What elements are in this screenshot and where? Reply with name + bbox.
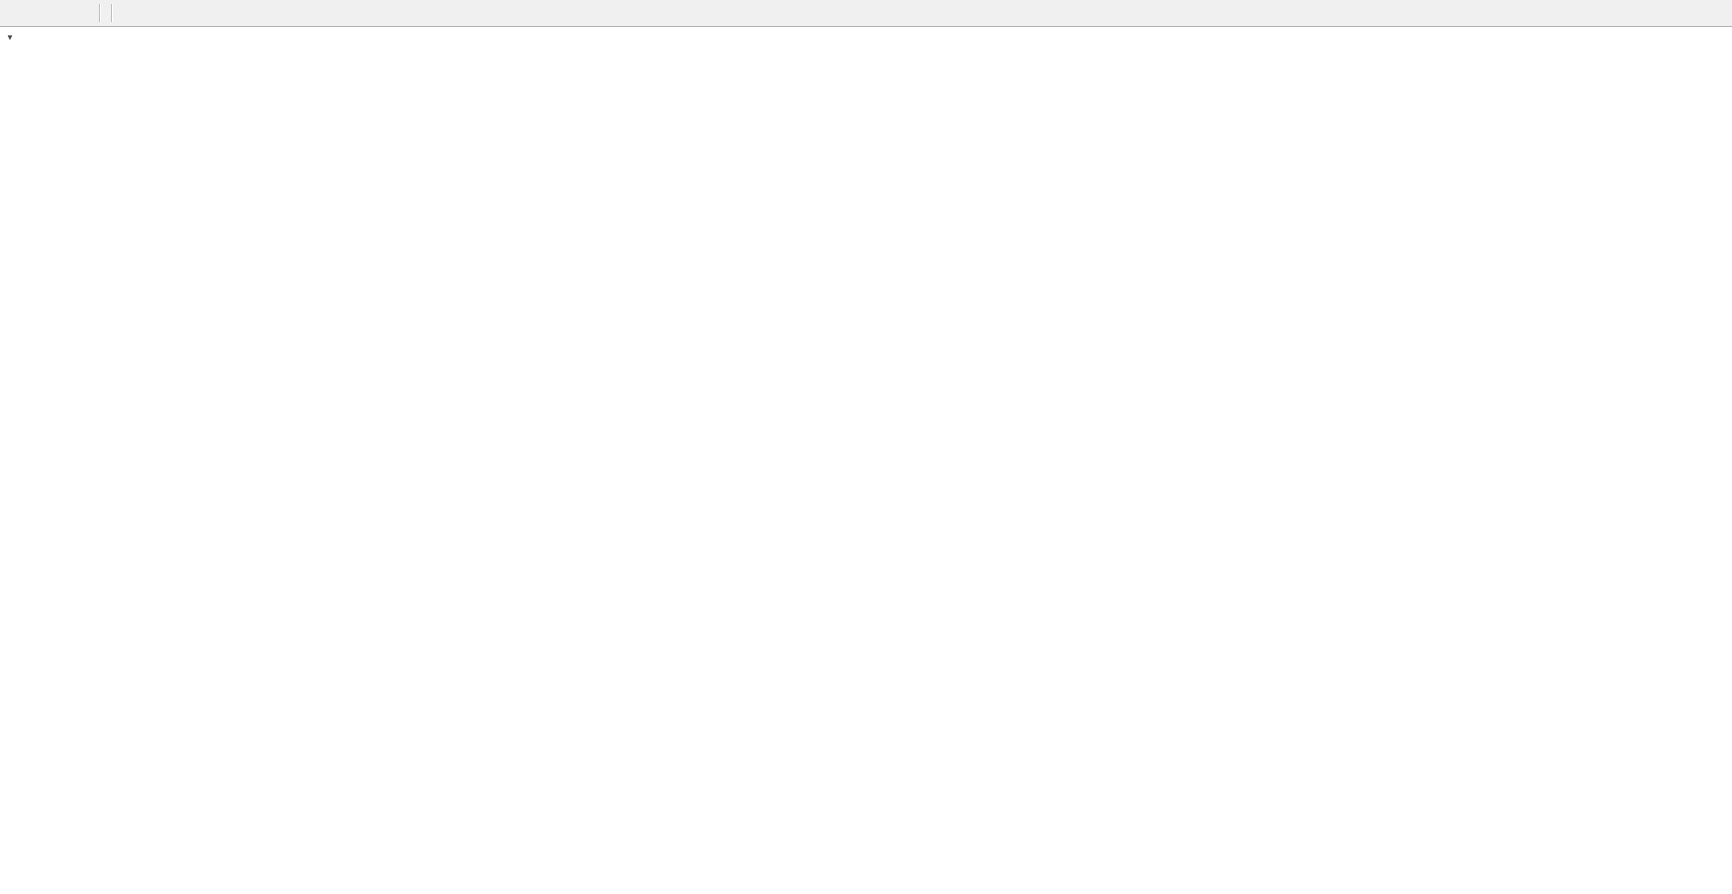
label-tool-button[interactable] (51, 3, 71, 23)
toolbar-separator (99, 4, 101, 22)
text-tool-button[interactable] (29, 3, 49, 23)
toolbar-separator (111, 4, 113, 22)
toolbar (0, 0, 1732, 27)
rsi-indicator-label (6, 757, 18, 768)
price-scale[interactable] (1508, 27, 1732, 874)
arrows-dropdown-button[interactable] (73, 3, 93, 23)
chart-title: ▼ (6, 31, 27, 43)
time-axis[interactable] (0, 874, 1732, 894)
toolbar-grip-icon[interactable] (5, 2, 27, 24)
collapse-triangle-icon[interactable]: ▼ (6, 33, 14, 42)
macd-indicator-label (6, 616, 24, 627)
